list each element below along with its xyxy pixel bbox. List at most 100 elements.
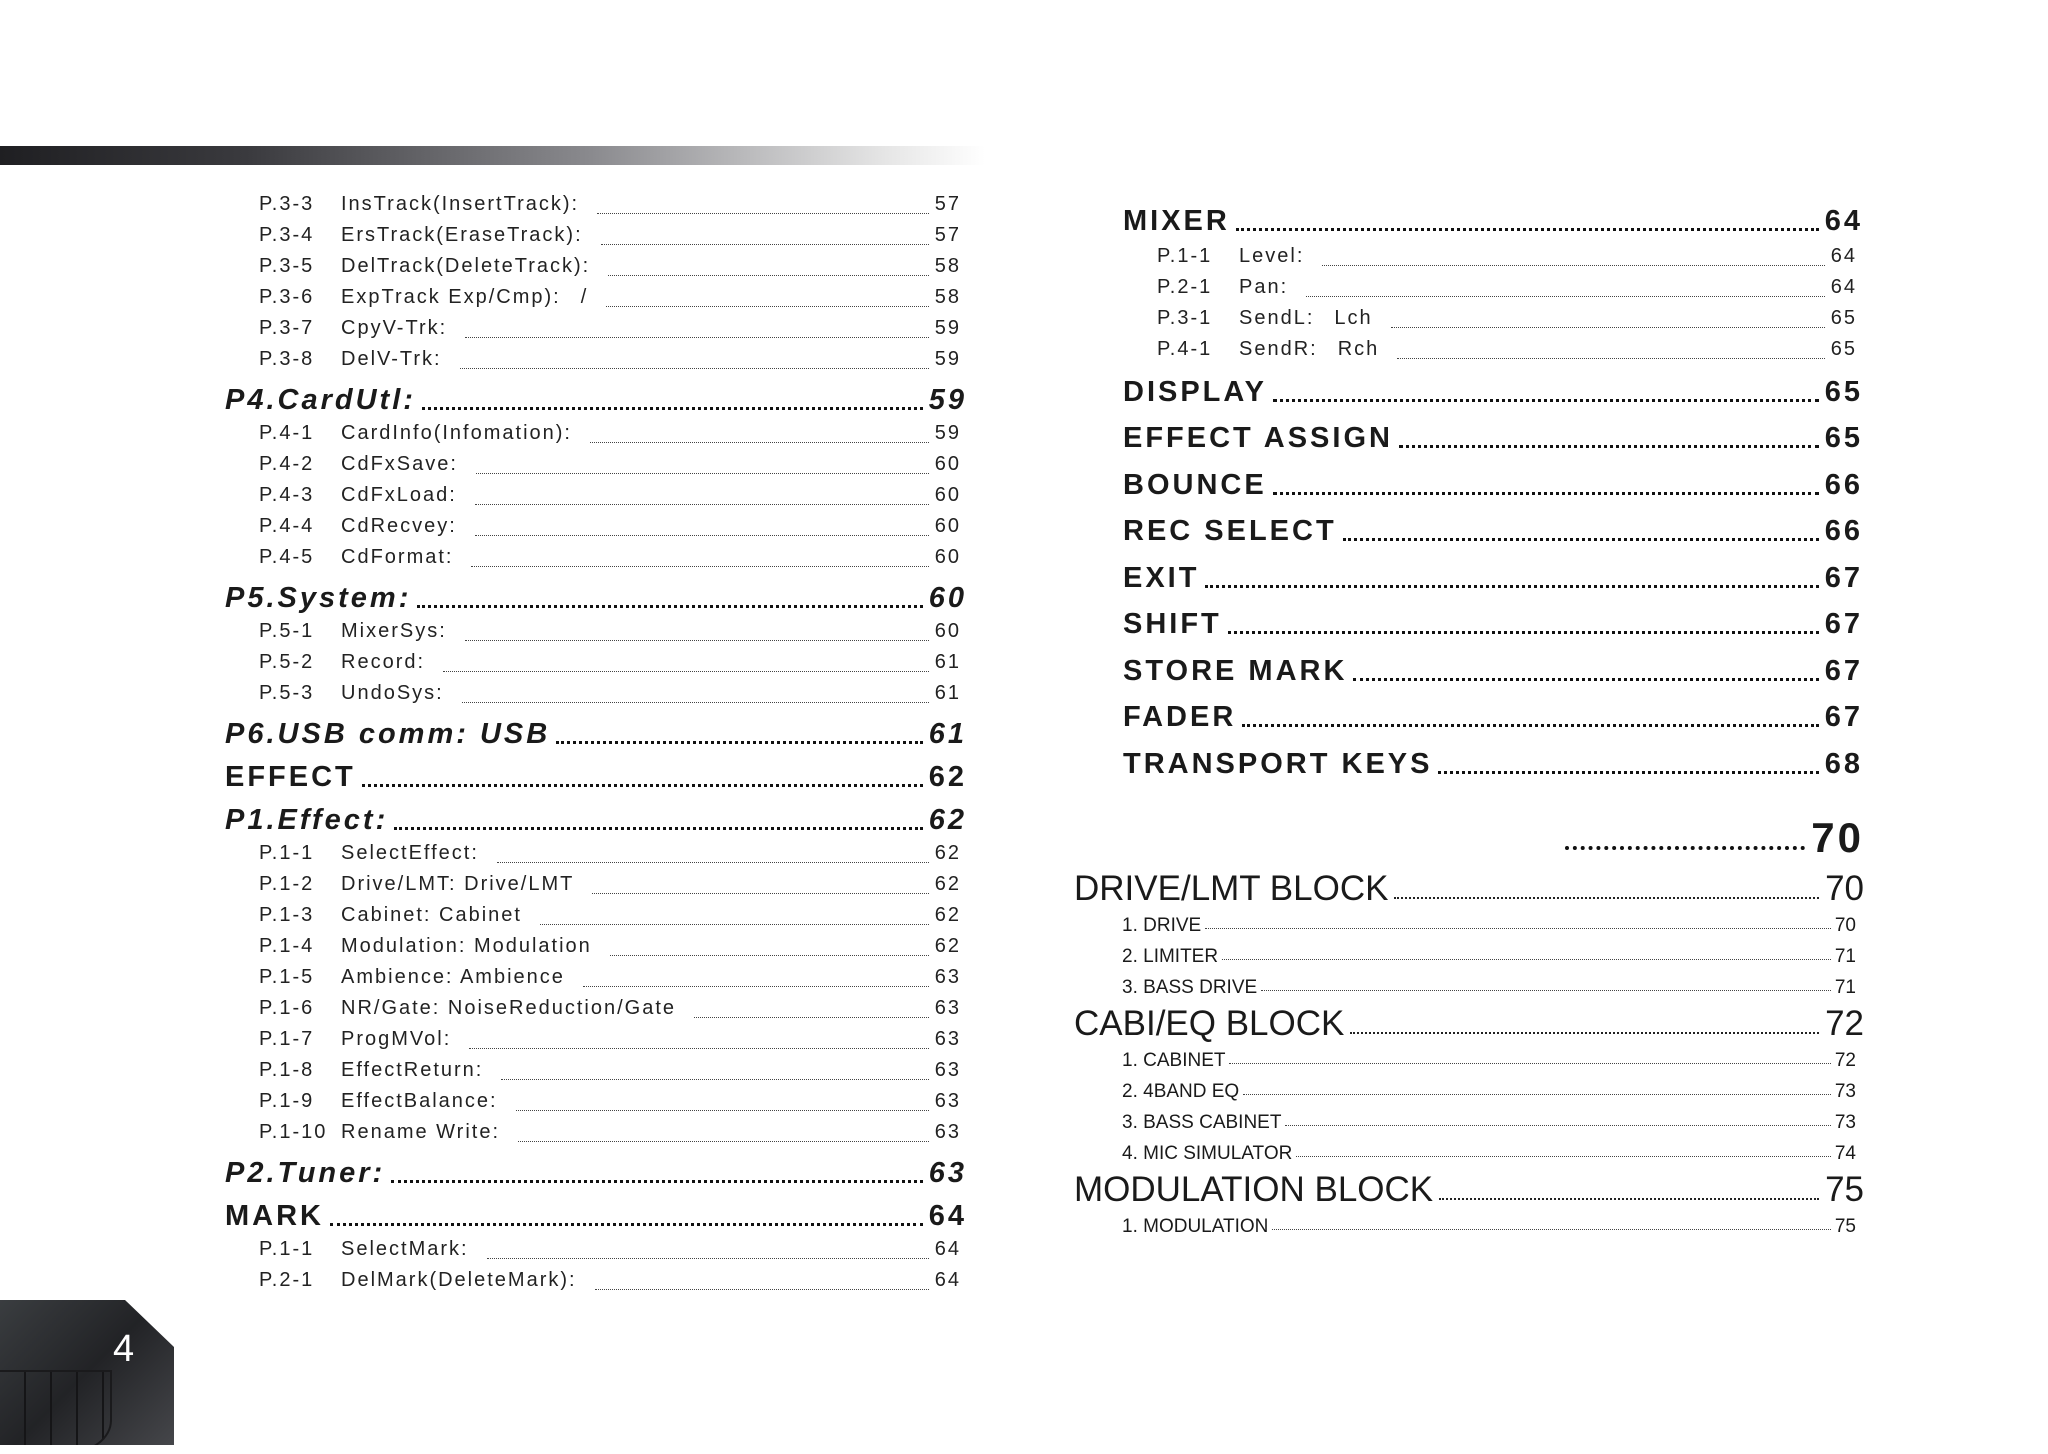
dot-leader — [1205, 584, 1819, 588]
header-gradient-bar — [0, 146, 985, 165]
toc-entry[interactable]: 70 — [1074, 808, 1864, 868]
entry-title: P5.System: — [225, 582, 412, 614]
dot-leader — [589, 442, 929, 443]
entry-code: P.1-1 — [259, 1238, 315, 1260]
toc-entry[interactable]: EFFECT 62 — [225, 756, 967, 799]
toc-entry[interactable]: 2. 4BAND EQ 73 — [1074, 1076, 1864, 1107]
toc-entry[interactable]: SHIFT 67 — [1123, 602, 1863, 649]
toc-entry[interactable]: P.4-1 CardInfo(Infomation): 59 — [225, 422, 967, 453]
toc-entry[interactable]: P.3-4 ErsTrack(EraseTrack): 57 — [225, 224, 967, 255]
toc-entry[interactable]: CABI/EQ BLOCK 72 — [1074, 1003, 1864, 1045]
entry-title: REC SELECT — [1123, 515, 1337, 548]
entry-title: NR/Gate: NoiseReduction/Gate — [341, 997, 677, 1019]
toc-entry[interactable]: P.4-3 CdFxLoad: 60 — [225, 484, 967, 515]
toc-entry[interactable]: P.1-10 Rename Write: 63 — [225, 1121, 967, 1152]
toc-entry[interactable]: P.1-7 ProgMVol: 63 — [225, 1028, 967, 1059]
toc-entry[interactable]: FADER 67 — [1123, 695, 1863, 742]
dot-leader — [496, 862, 929, 863]
entry-note: Lch — [1334, 307, 1373, 329]
toc-entry[interactable]: P.1-2 Drive/LMT: Drive/LMT 62 — [225, 873, 967, 904]
entry-code: P.1-9 — [259, 1090, 315, 1112]
toc-entry[interactable]: 3. BASS CABINET 73 — [1074, 1107, 1864, 1138]
toc-entry[interactable]: BOUNCE 66 — [1123, 462, 1863, 509]
toc-entry[interactable]: DRIVE/LMT BLOCK 70 — [1074, 868, 1864, 910]
toc-entry[interactable]: P.4-1 SendR: Rch 65 — [1123, 338, 1863, 369]
toc-entry[interactable]: EFFECT ASSIGN 65 — [1123, 416, 1863, 463]
toc-entry[interactable]: DISPLAY 65 — [1123, 369, 1863, 416]
toc-entry[interactable]: 1. CABINET 72 — [1074, 1045, 1864, 1076]
toc-entry[interactable]: P.1-5 Ambience: Ambience 63 — [225, 966, 967, 997]
toc-entry[interactable]: P.5-2 Record: 61 — [225, 651, 967, 682]
dot-leader — [1235, 228, 1819, 231]
toc-entry[interactable]: 4. MIC SIMULATOR 74 — [1074, 1138, 1864, 1169]
toc-entry[interactable]: P5.System: 60 — [225, 577, 967, 620]
toc-entry[interactable]: P.3-8 DelV-Trk: 59 — [225, 348, 967, 379]
entry-title: Pan: — [1239, 276, 1289, 298]
toc-entry[interactable]: P.5-3 UndoSys: 61 — [225, 682, 967, 713]
toc-entry[interactable]: P4.CardUtl: 59 — [225, 379, 967, 422]
toc-entry[interactable]: P.3-1 SendL: Lch 65 — [1123, 307, 1863, 338]
toc-entry[interactable]: P.3-7 CpyV-Trk: 59 — [225, 317, 967, 348]
toc-entry[interactable]: 1. DRIVE 70 — [1074, 910, 1864, 941]
entry-title: Cabinet: Cabinet — [341, 904, 522, 926]
toc-entry[interactable]: P.4-2 CdFxSave: 60 — [225, 453, 967, 484]
toc-entry[interactable]: EXIT 67 — [1123, 555, 1863, 602]
toc-entry[interactable]: P1.Effect: 62 — [225, 799, 967, 842]
toc-entry[interactable]: 2. LIMITER 71 — [1074, 941, 1864, 972]
page-number: 4 — [113, 1328, 135, 1370]
dot-leader — [417, 605, 923, 608]
entry-page: 64 — [1830, 276, 1857, 298]
toc-entry[interactable]: P.1-8 EffectReturn: 63 — [225, 1059, 967, 1090]
toc-entry[interactable]: 3. BASS DRIVE 71 — [1074, 972, 1864, 1003]
toc-entry[interactable]: P.1-1 SelectEffect: 62 — [225, 842, 967, 873]
entry-page: 62 — [934, 873, 961, 895]
toc-entry[interactable]: P.3-5 DelTrack(DeleteTrack): 58 — [225, 255, 967, 286]
toc-entry[interactable]: P.2-1 DelMark(DeleteMark): 64 — [225, 1269, 967, 1300]
toc-entry[interactable]: REC SELECT 66 — [1123, 509, 1863, 556]
entry-page: 61 — [934, 682, 961, 704]
toc-entry[interactable]: P.1-1 Level: 64 — [1123, 245, 1863, 276]
toc-entry[interactable]: P.1-3 Cabinet: Cabinet 62 — [225, 904, 967, 935]
entry-page: 60 — [934, 453, 961, 475]
entry-page: 60 — [928, 582, 967, 614]
dot-leader — [1229, 1063, 1831, 1064]
toc-entry[interactable]: MODULATION BLOCK 75 — [1074, 1169, 1864, 1211]
entry-page: 68 — [1824, 747, 1863, 780]
toc-entry[interactable]: P.5-1 MixerSys: 60 — [225, 620, 967, 651]
dot-leader — [391, 1180, 923, 1183]
entry-code: P.4-1 — [1157, 338, 1213, 360]
entry-title: MixerSys: — [341, 620, 447, 642]
toc-entry[interactable]: P6.USB comm: USB 61 — [225, 713, 967, 756]
toc-entry[interactable]: P.4-4 CdRecvey: 60 — [225, 515, 967, 546]
entry-title: 4. MIC SIMULATOR — [1122, 1142, 1293, 1164]
toc-entry[interactable]: P2.Tuner: 63 — [225, 1152, 967, 1195]
toc-entry[interactable]: MIXER 64 — [1123, 198, 1863, 245]
toc-entry[interactable]: P.1-9 EffectBalance: 63 — [225, 1090, 967, 1121]
toc-entry[interactable]: P.2-1 Pan: 64 — [1123, 276, 1863, 307]
toc-entry[interactable]: MARK 64 — [225, 1195, 967, 1238]
toc-entry[interactable]: STORE MARK 67 — [1123, 648, 1863, 695]
entry-page: 65 — [1830, 338, 1857, 360]
toc-entry[interactable]: P.1-1 SelectMark: 64 — [225, 1238, 967, 1269]
entry-page: 60 — [934, 515, 961, 537]
entry-page: 60 — [934, 546, 961, 568]
dot-leader — [330, 1223, 923, 1226]
toc-entry[interactable]: P.3-6 ExpTrack Exp/Cmp): / 58 — [225, 286, 967, 317]
entry-code: P.4-3 — [259, 484, 315, 506]
toc-entry[interactable]: P.1-6 NR/Gate: NoiseReduction/Gate 63 — [225, 997, 967, 1028]
entry-page: 66 — [1824, 515, 1863, 548]
toc-entry[interactable]: P.4-5 CdFormat: 60 — [225, 546, 967, 577]
entry-title: MIXER — [1123, 205, 1230, 237]
dot-leader — [461, 702, 929, 703]
entry-title: Modulation: Modulation — [341, 935, 592, 957]
toc-entry[interactable]: P.3-3 InsTrack(InsertTrack): 57 — [225, 193, 967, 224]
toc-entry[interactable]: 1. MODULATION 75 — [1074, 1211, 1864, 1242]
entry-title: 1. DRIVE — [1122, 914, 1202, 936]
entry-page: 67 — [1824, 654, 1863, 687]
entry-code: P.2-1 — [1157, 276, 1213, 298]
toc-entry[interactable]: P.1-4 Modulation: Modulation 62 — [225, 935, 967, 966]
entry-page: 63 — [928, 1157, 967, 1189]
toc-entry[interactable]: TRANSPORT KEYS 68 — [1123, 741, 1863, 788]
entry-title: EffectReturn: — [341, 1059, 484, 1081]
entry-title: EFFECT ASSIGN — [1123, 422, 1393, 455]
